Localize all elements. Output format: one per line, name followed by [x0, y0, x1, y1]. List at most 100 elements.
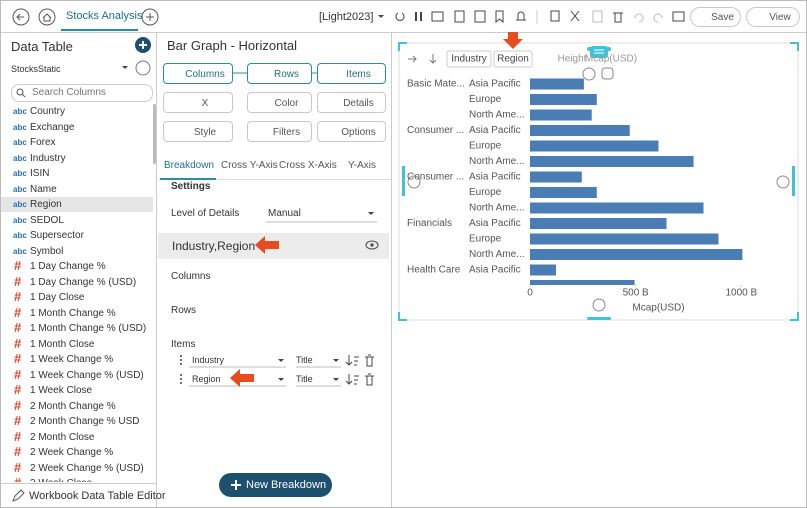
item-field[interactable]: Industry: [192, 354, 224, 366]
bar: [530, 234, 719, 245]
field-type: #: [14, 290, 21, 304]
field-row[interactable]: #2 Month Close: [1, 430, 153, 445]
settings-button[interactable]: Style: [163, 121, 233, 142]
field-row[interactable]: #1 Week Close: [1, 383, 153, 398]
chart-chip[interactable]: Mcap(USD): [585, 54, 637, 65]
field-type: #: [14, 306, 21, 320]
field-name: Supersector: [30, 230, 84, 242]
bar: [530, 172, 582, 183]
field-type: abc: [13, 137, 27, 149]
eye-icon[interactable]: [364, 239, 380, 251]
search-placeholder: Search Columns: [32, 87, 106, 99]
field-type: abc: [13, 184, 27, 196]
field-name: 1 Day Change %: [30, 261, 106, 273]
bar: [530, 156, 694, 167]
field-row[interactable]: #2 Month Change % USD: [1, 414, 153, 429]
field-row[interactable]: abcForex: [1, 135, 153, 150]
field-row[interactable]: abcRegion: [1, 197, 153, 212]
field-type: #: [14, 352, 21, 366]
item-field[interactable]: Region: [192, 373, 221, 385]
category-label: Asia Pacific: [469, 125, 521, 136]
tab[interactable]: Cross Y-Axis: [221, 160, 278, 172]
chart-chip[interactable]: Industry: [451, 54, 487, 65]
tab-title[interactable]: Stocks Analysis: [66, 10, 142, 22]
category-label: Europe: [469, 234, 502, 245]
scrollbar[interactable]: [153, 104, 156, 164]
field-list: abcCountryabcExchangeabcForexabcIndustry…: [1, 104, 153, 482]
field-type: #: [14, 368, 21, 382]
field-row[interactable]: #2 Week Change % (USD): [1, 461, 153, 476]
x-tick-label: 1000 B: [725, 288, 757, 299]
field-row[interactable]: #2 Month Change %: [1, 399, 153, 414]
category-label: North Ame...: [469, 156, 525, 167]
category-label: Asia Pacific: [469, 79, 521, 90]
theme-select[interactable]: [Light2023]: [319, 11, 373, 23]
field-row[interactable]: #2 Week Change %: [1, 445, 153, 460]
divider: [1, 483, 156, 484]
field-row[interactable]: abcSupersector: [1, 228, 153, 243]
connectors: [158, 57, 391, 97]
field-type: #: [14, 259, 21, 273]
field-name: 1 Week Change %: [30, 354, 113, 366]
field-row[interactable]: #1 Week Change % (USD): [1, 368, 153, 383]
view-button[interactable]: View: [746, 7, 800, 27]
field-row[interactable]: #1 Day Change % (USD): [1, 275, 153, 290]
category-label: Europe: [469, 94, 502, 105]
field-row[interactable]: #1 Month Change % (USD): [1, 321, 153, 336]
tab[interactable]: Breakdown: [164, 160, 214, 172]
field-name: Name: [30, 184, 57, 196]
field-type: #: [14, 337, 21, 351]
settings-button[interactable]: Options: [317, 121, 386, 142]
field-row[interactable]: #1 Week Change %: [1, 352, 153, 367]
field-row[interactable]: #1 Month Close: [1, 337, 153, 352]
new-breakdown-button[interactable]: New Breakdown: [219, 473, 332, 497]
field-name: 2 Week Change %: [30, 447, 113, 459]
field-row[interactable]: abcSEDOL: [1, 213, 153, 228]
bar: [530, 218, 667, 229]
field-row[interactable]: #1 Month Change %: [1, 306, 153, 321]
footer-link[interactable]: Workbook Data Table Editor: [29, 490, 166, 502]
chart-chip[interactable]: Height: [558, 54, 587, 65]
field-row[interactable]: #1 Day Close: [1, 290, 153, 305]
field-type: abc: [13, 153, 27, 165]
item-sort[interactable]: Title: [296, 373, 313, 385]
field-row[interactable]: #2 Week Close: [1, 476, 153, 482]
field-type: #: [14, 275, 21, 289]
field-row[interactable]: abcName: [1, 182, 153, 197]
x-tick-label: 0: [527, 288, 533, 299]
field-type: abc: [13, 106, 27, 118]
visual-title: Bar Graph - Horizontal: [167, 38, 297, 53]
rows-label: Rows: [171, 305, 196, 317]
field-row[interactable]: abcCountry: [1, 104, 153, 119]
category-label: Europe: [469, 187, 502, 198]
field-name: ISIN: [30, 168, 49, 180]
field-name: Country: [30, 106, 65, 118]
bar: [530, 94, 597, 105]
category-label: Europe: [469, 141, 502, 152]
item-sort[interactable]: Title: [296, 354, 313, 366]
bar: [530, 110, 592, 121]
field-row[interactable]: #1 Day Change %: [1, 259, 153, 274]
chart-chip[interactable]: Region: [497, 54, 529, 65]
tab[interactable]: Cross X-Axis: [279, 160, 337, 172]
settings-button[interactable]: Filters: [247, 121, 312, 142]
category-label: Asia Pacific: [469, 265, 521, 276]
category-label: Asia Pacific: [469, 172, 521, 183]
field-type: abc: [13, 246, 27, 258]
search-box[interactable]: Search Columns: [11, 84, 153, 102]
field-type: #: [14, 399, 21, 413]
tab[interactable]: Y-Axis: [348, 160, 376, 172]
save-button[interactable]: Save: [690, 7, 741, 27]
group-label: Consumer ...: [407, 125, 464, 136]
add-icon[interactable]: [131, 35, 155, 59]
field-row[interactable]: abcISIN: [1, 166, 153, 181]
field-name: 1 Week Close: [30, 385, 92, 397]
field-row[interactable]: abcSymbol: [1, 244, 153, 259]
field-type: abc: [13, 122, 27, 134]
field-row[interactable]: abcIndustry: [1, 151, 153, 166]
table-name[interactable]: StocksStatic: [11, 63, 61, 75]
field-row[interactable]: abcExchange: [1, 120, 153, 135]
field-name: 1 Day Close: [30, 292, 84, 304]
field-name: 1 Month Close: [30, 339, 94, 351]
